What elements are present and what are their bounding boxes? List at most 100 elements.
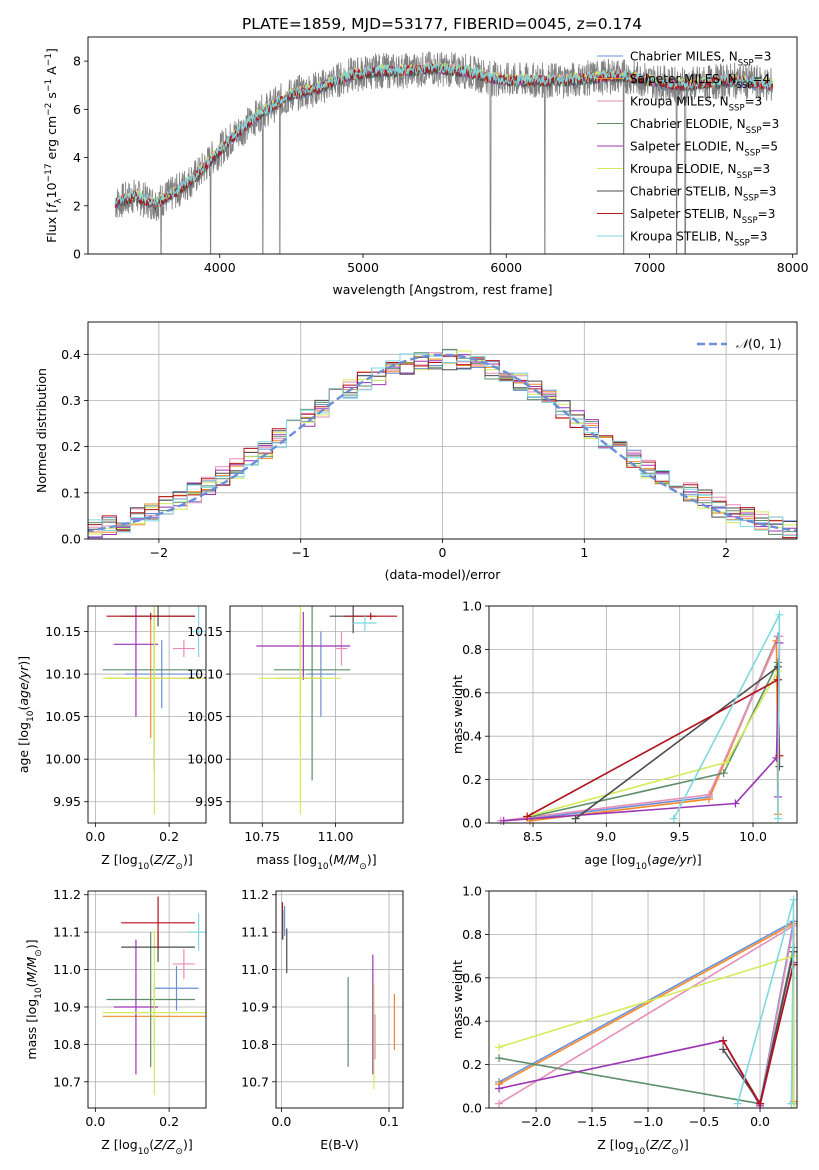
legend-label-6: Kroupa ELODIE, NSSP=3 xyxy=(630,162,770,181)
residual_histogram-axes: −2 −1 0 1 2 0.0 0.1 0.2 0.3 0.4 xyxy=(61,322,797,560)
weight_vs_age-line-3 xyxy=(500,636,781,822)
spectrum-xtick-label: 7000 xyxy=(634,260,666,275)
histogram-xlabel: (data-model)/error xyxy=(385,567,502,582)
legend-label-7: Chabrier STELIB, NSSP=3 xyxy=(630,185,777,204)
weight_vs_age-frame xyxy=(488,605,798,824)
age_vs_mass-ytick-label: 10.05 xyxy=(187,709,223,724)
spectrum-plot-area xyxy=(114,51,774,254)
weight_vs_Z-ytick-label: 1.0 xyxy=(462,884,482,899)
spectrum-xtick-label: 6000 xyxy=(490,260,522,275)
weight_vs_age-marker-7 xyxy=(571,814,580,823)
weight_vs_age-ytick-label: 0.0 xyxy=(462,816,482,831)
weight_vs_age-marker-9 xyxy=(669,814,678,823)
mass_vs_Z-ytick-label: 10.7 xyxy=(53,1074,81,1089)
weight_vs_Z-frame xyxy=(488,890,798,1109)
age_vs_Z-frame xyxy=(87,605,207,824)
weight_vs_age-ytick-label: 1.0 xyxy=(462,599,482,614)
weight_vs_age-xtick-label: 9.0 xyxy=(596,829,616,844)
weight_vs_Z-ytick-label: 0.8 xyxy=(462,927,482,942)
legend-label-4: Chabrier ELODIE, NSSP=3 xyxy=(630,117,779,136)
mass_vs_EBV-ytick-label: 11.0 xyxy=(241,962,269,977)
mass_vs_EBV-ytick-label: 10.9 xyxy=(241,999,269,1014)
age-vs-Z-ylabel: age [log10(age/yr)] xyxy=(16,656,36,773)
residual_histogram-xtick-label: −1 xyxy=(291,545,309,560)
weight_vs_Z-marker-8 xyxy=(756,1099,765,1108)
mass_vs_EBV-axes: 0.0 0.1 10.7 10.8 10.9 11.0 11.1 11.2 xyxy=(241,887,403,1129)
weight_vs_age-marker-4 xyxy=(719,769,728,778)
weight_vs_Z-xtick-label: −0.5 xyxy=(689,1114,719,1129)
mass_vs_EBV-ytick-label: 10.7 xyxy=(241,1074,269,1089)
weight_vs_Z-xtick-label: −1.5 xyxy=(577,1114,607,1129)
weight_vs_age-marker-8 xyxy=(523,812,532,821)
mass_vs_EBV-frame xyxy=(275,890,404,1109)
residual_histogram-xtick-label: 0 xyxy=(439,545,447,560)
age_vs_mass-plot-area xyxy=(256,606,398,815)
spectrum-ytick-label: 4 xyxy=(73,150,81,165)
mass_vs_EBV-ytick-label: 11.1 xyxy=(241,925,269,940)
weight_vs_Z-marker-7 xyxy=(719,1045,728,1054)
spectrum-ytick-label: 2 xyxy=(73,198,81,213)
age_vs_Z-ytick-label: 10.10 xyxy=(45,667,81,682)
residual_histogram-xtick-label: 1 xyxy=(580,545,588,560)
age-vs-Z-xlabel: Z [log10(Z/Z⊙)] xyxy=(101,852,192,872)
mass_vs_Z-xtick-label: 0.0 xyxy=(85,1114,105,1129)
age_vs_Z-plot-area xyxy=(102,606,206,815)
spectrum-ytick-label: 6 xyxy=(73,102,81,117)
spectrum-xtick-label: 8000 xyxy=(777,260,809,275)
mass_vs_EBV-plot-area xyxy=(281,902,395,1090)
mass_vs_Z-ytick-label: 11.1 xyxy=(53,925,81,940)
legend-label-3: Kroupa MILES, NSSP=3 xyxy=(630,95,762,114)
weight_vs_Z-plot-area xyxy=(495,895,798,1110)
mass_vs_EBV-xtick-label: 0.1 xyxy=(379,1114,399,1129)
mass_vs_Z-xtick-label: 0.2 xyxy=(159,1114,179,1129)
residual_histogram-xtick-label: 2 xyxy=(722,545,730,560)
mass_vs_Z-ytick-label: 10.9 xyxy=(53,999,81,1014)
histogram-plot-area xyxy=(88,348,797,539)
age_vs_mass-ytick-label: 9.95 xyxy=(195,794,223,809)
weight_vs_age-line-9 xyxy=(673,614,781,820)
mass_vs_Z-ytick-label: 11.0 xyxy=(53,962,81,977)
age_vs_mass-ytick-label: 10.15 xyxy=(187,624,223,639)
weight_vs_Z-marker-5 xyxy=(495,1084,504,1093)
weight_vs_age-marker-6 xyxy=(722,758,731,767)
weight_vs_age-marker-7 xyxy=(775,762,784,771)
weight_vs_age-plot-area xyxy=(496,610,784,825)
legend-label-9: Kroupa STELIB, NSSP=3 xyxy=(630,230,768,249)
spectrum-xtick-label: 5000 xyxy=(347,260,379,275)
weight_vs_age-line-1 xyxy=(530,636,779,820)
weight_vs_age-xtick-label: 9.5 xyxy=(670,829,690,844)
weight_vs_Z-ytick-label: 0.6 xyxy=(462,970,482,985)
weight_vs_Z-marker-3 xyxy=(495,1099,504,1108)
weight_vs_Z-marker-6 xyxy=(495,1043,504,1052)
weight_vs_Z-marker-9 xyxy=(733,1099,742,1108)
weight_vs_Z-line-4 xyxy=(498,947,795,1105)
age_vs_Z-ytick-label: 10.15 xyxy=(45,624,81,639)
weight_vs_age-xtick-label: 8.5 xyxy=(523,829,543,844)
weight-vs-Z-xlabel: Z [log10(Z/Z⊙)] xyxy=(597,1137,688,1157)
legend-label-5: Salpeter ELODIE, NSSP=5 xyxy=(630,140,778,159)
age_vs_mass-axes: 10.75 11.00 9.95 10.00 10.05 10.10 10.15 xyxy=(187,606,403,844)
age_vs_mass-ytick-label: 10.10 xyxy=(187,667,223,682)
mass_vs_Z-axes: 0.0 0.2 10.7 10.8 10.9 11.0 11.1 11.2 xyxy=(53,887,206,1129)
mass_vs_Z-frame xyxy=(87,890,207,1109)
residual_histogram-ytick-label: 0.2 xyxy=(61,439,81,454)
residual_histogram-ytick-label: 0.1 xyxy=(61,485,81,500)
mass_vs_Z-plot-area xyxy=(102,896,206,1095)
weight_vs_Z-xtick-label: 0.0 xyxy=(750,1114,770,1129)
weight_vs_Z-marker-9 xyxy=(789,895,798,904)
weight_vs_age-marker-9 xyxy=(773,814,782,823)
residual_histogram-frame xyxy=(87,321,798,540)
residual-hist-9 xyxy=(88,353,797,537)
residual_histogram-ytick-label: 0.3 xyxy=(61,393,81,408)
age_vs_Z-ytick-label: 10.05 xyxy=(45,709,81,724)
weight_vs_age-marker-5 xyxy=(731,799,740,808)
weight_vs_Z-xtick-label: −1.0 xyxy=(633,1114,663,1129)
spectrum-ytick-label: 0 xyxy=(73,247,81,262)
figure-title: PLATE=1859, MJD=53177, FIBERID=0045, z=0… xyxy=(242,15,642,33)
weight_vs_Z-ytick-label: 0.2 xyxy=(462,1057,482,1072)
legend-label-8: Salpeter STELIB, NSSP=3 xyxy=(630,207,775,226)
weight_vs_age-marker-8 xyxy=(775,751,784,760)
age_vs_Z-ytick-label: 9.95 xyxy=(53,794,81,809)
mass_vs_Z-ytick-label: 11.2 xyxy=(53,887,81,902)
